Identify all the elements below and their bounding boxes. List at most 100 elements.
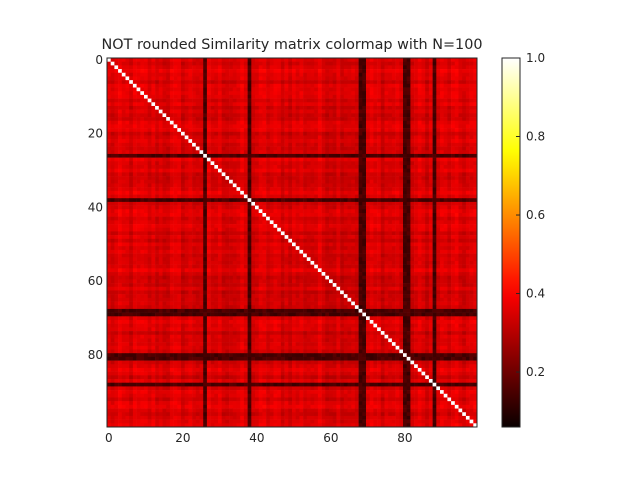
- heatmap-cell: [314, 172, 319, 177]
- heatmap-cell: [269, 146, 274, 151]
- heatmap-cell: [110, 161, 115, 166]
- heatmap-cell: [243, 69, 248, 74]
- heatmap-cell: [262, 235, 267, 240]
- heatmap-cell: [151, 216, 156, 221]
- heatmap-cell: [373, 117, 378, 122]
- heatmap-cell: [332, 216, 337, 221]
- heatmap-cell: [395, 61, 400, 66]
- heatmap-cell: [395, 76, 400, 81]
- heatmap-cell: [391, 102, 396, 107]
- heatmap-cell: [284, 224, 289, 229]
- heatmap-cell: [129, 187, 134, 192]
- heatmap-cell: [354, 190, 359, 195]
- heatmap-cell: [417, 153, 422, 158]
- heatmap-cell: [129, 146, 134, 151]
- heatmap-cell: [140, 150, 145, 155]
- heatmap-cell: [432, 168, 437, 173]
- heatmap-cell: [121, 150, 126, 155]
- heatmap-cell: [403, 131, 407, 136]
- heatmap-cell: [410, 113, 415, 118]
- heatmap-cell: [473, 212, 478, 217]
- heatmap-cell: [332, 176, 337, 181]
- heatmap-cell: [225, 98, 230, 103]
- heatmap-cell: [110, 131, 115, 136]
- heatmap-cell: [247, 69, 252, 74]
- heatmap-cell: [195, 102, 200, 107]
- heatmap-cell: [354, 142, 359, 147]
- heatmap-cell: [306, 142, 311, 147]
- heatmap-cell: [417, 165, 422, 169]
- heatmap-cell: [110, 153, 115, 158]
- heatmap-cell: [303, 105, 308, 110]
- heatmap-cell: [299, 205, 304, 210]
- heatmap-cell: [192, 179, 197, 184]
- heatmap-cell: [107, 58, 111, 62]
- heatmap-cell: [403, 212, 407, 217]
- heatmap-cell: [243, 128, 248, 133]
- heatmap-cell: [325, 109, 330, 114]
- heatmap-cell: [366, 120, 370, 125]
- heatmap-cell: [366, 209, 370, 214]
- heatmap-cell: [399, 187, 404, 192]
- heatmap-cell: [317, 69, 322, 74]
- heatmap-cell: [118, 216, 123, 221]
- heatmap-cell: [395, 161, 400, 166]
- heatmap-cell: [273, 224, 278, 229]
- heatmap-cell: [366, 91, 370, 96]
- heatmap-cell: [317, 80, 322, 85]
- heatmap-cell: [443, 238, 448, 243]
- heatmap-cell: [395, 179, 400, 184]
- heatmap-cell: [247, 124, 252, 129]
- heatmap-cell: [273, 187, 278, 192]
- heatmap-cell: [354, 102, 359, 107]
- heatmap-cell: [166, 80, 171, 85]
- heatmap-cell: [118, 98, 123, 103]
- heatmap-cell: [373, 209, 378, 214]
- heatmap-cell: [229, 190, 234, 195]
- heatmap-cell: [436, 224, 441, 229]
- heatmap-cell: [110, 179, 115, 184]
- heatmap-cell: [377, 69, 382, 74]
- heatmap-cell: [358, 179, 363, 184]
- heatmap-cell: [336, 109, 341, 114]
- heatmap-cell: [214, 142, 219, 147]
- heatmap-cell: [292, 224, 296, 229]
- heatmap-cell: [325, 161, 330, 166]
- heatmap-cell: [140, 109, 145, 114]
- heatmap-cell: [332, 61, 337, 66]
- heatmap-cell: [258, 190, 263, 195]
- heatmap-cell: [391, 94, 396, 99]
- heatmap-cell: [203, 128, 208, 133]
- heatmap-cell: [321, 91, 326, 96]
- heatmap-cell: [358, 113, 363, 118]
- heatmap-cell: [262, 157, 267, 162]
- heatmap-cell: [144, 201, 148, 206]
- heatmap-cell: [166, 72, 171, 77]
- heatmap-cell: [158, 209, 163, 214]
- heatmap-cell: [399, 209, 404, 214]
- heatmap-cell: [436, 142, 441, 147]
- heatmap-cell: [377, 65, 382, 70]
- heatmap-cell: [406, 216, 411, 221]
- heatmap-cell: [325, 65, 330, 70]
- heatmap-cell: [299, 65, 304, 70]
- heatmap-cell: [280, 135, 285, 140]
- heatmap-cell: [144, 65, 148, 70]
- heatmap-cell: [340, 83, 345, 88]
- heatmap-cell: [188, 231, 193, 236]
- heatmap-cell: [377, 91, 382, 96]
- heatmap-cell: [469, 153, 474, 158]
- heatmap-cell: [158, 94, 163, 99]
- heatmap-cell: [425, 87, 430, 92]
- heatmap-cell: [425, 98, 430, 103]
- heatmap-cell: [329, 168, 333, 173]
- heatmap-cell: [147, 109, 152, 114]
- heatmap-cell: [280, 124, 285, 129]
- heatmap-cell: [162, 190, 167, 195]
- heatmap-cell: [229, 135, 234, 140]
- heatmap-cell: [166, 109, 171, 114]
- heatmap-cell: [399, 69, 404, 74]
- heatmap-cell: [144, 157, 148, 162]
- heatmap-cell: [351, 198, 356, 203]
- heatmap-cell: [421, 102, 426, 107]
